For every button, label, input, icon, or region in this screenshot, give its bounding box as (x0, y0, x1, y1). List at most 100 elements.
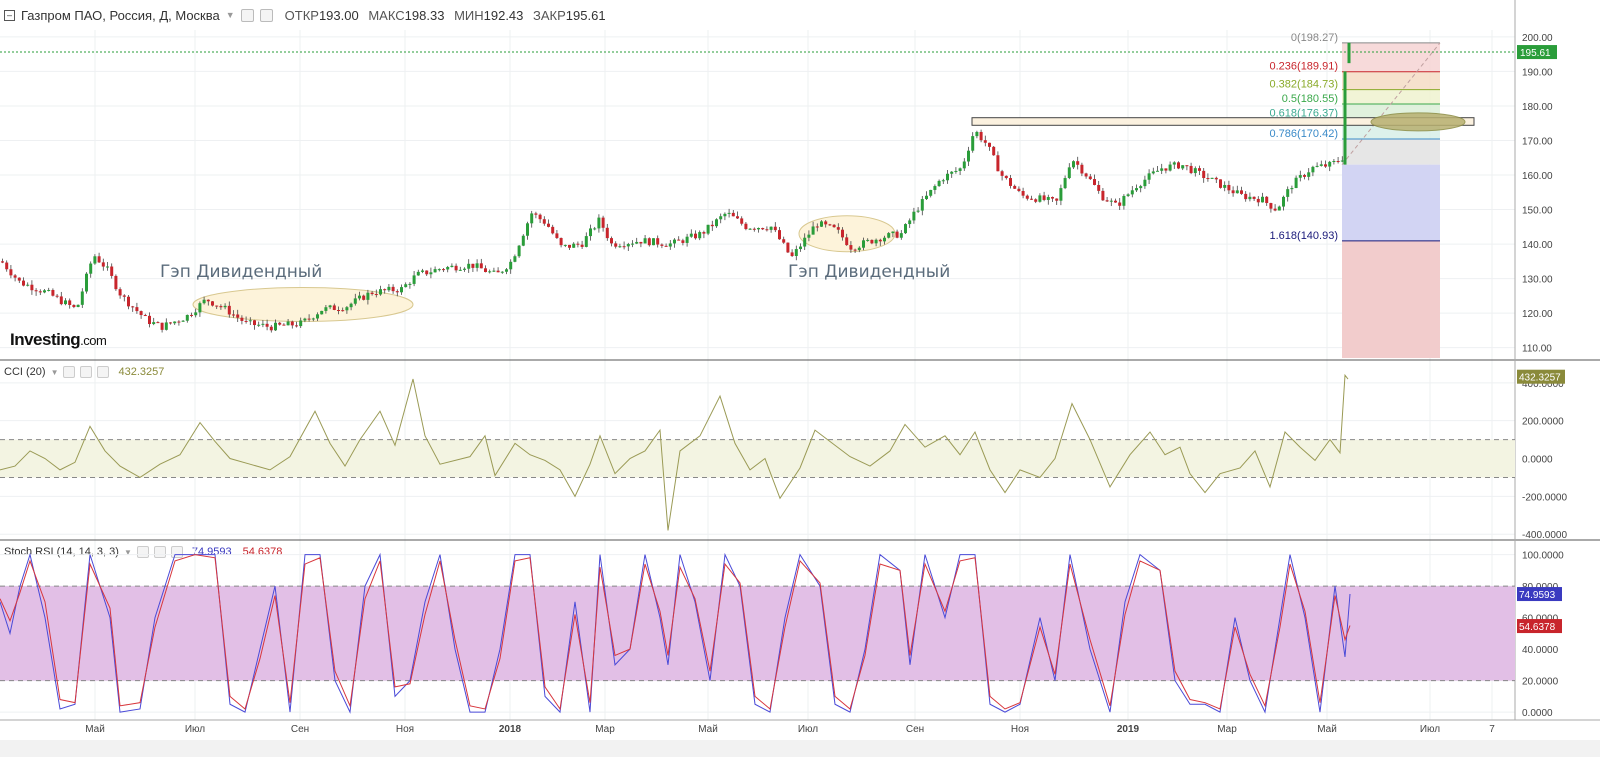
candle-body (458, 269, 462, 271)
candle-body (181, 320, 185, 322)
candle-body (143, 315, 147, 317)
candle-body (185, 314, 189, 321)
candle-body (647, 238, 651, 246)
open-label: ОТКР (284, 7, 319, 23)
candle-body (1013, 185, 1017, 189)
price-tick-label: 140.00 (1522, 240, 1553, 251)
candle-body (1273, 208, 1277, 211)
candle-body (34, 290, 38, 292)
candle-body (920, 199, 924, 211)
candle-body (534, 213, 538, 215)
candle-body (719, 216, 723, 220)
chevron-down-icon[interactable]: ▼ (123, 547, 132, 557)
candle-body (1080, 164, 1084, 174)
candle-body (156, 322, 160, 324)
candle-body (1198, 168, 1201, 171)
candle-body (551, 226, 555, 234)
stoch-tick-label: 20.0000 (1522, 677, 1559, 688)
candle-body (290, 321, 294, 326)
candle-body (744, 223, 748, 230)
last-price-label: 195.61 (1520, 48, 1551, 59)
candle-body (446, 266, 450, 270)
candle-body (664, 245, 668, 247)
candle-body (374, 294, 378, 296)
chart-header: – Газпром ПАО, Россия, Д, Москва ▼ ОТКР 1… (0, 0, 606, 30)
candle-body (723, 213, 727, 217)
candle-body (1303, 175, 1306, 177)
fib-trend-line (1341, 42, 1441, 165)
candle-body (1025, 195, 1029, 199)
candle-body (1051, 197, 1054, 199)
settings-icon[interactable] (240, 8, 254, 22)
candle-body (1219, 179, 1222, 188)
candle-body (345, 307, 349, 311)
candle-body (1156, 170, 1159, 172)
candle-body (1286, 189, 1290, 197)
candle-body (265, 323, 269, 327)
candle-body (1181, 165, 1185, 169)
candle-body (17, 277, 21, 281)
candle-body (694, 233, 697, 239)
candle-body (404, 284, 408, 288)
candle-body (786, 242, 790, 253)
candle-body (484, 268, 487, 273)
cci-tick-label: -200.0000 (1522, 492, 1567, 503)
candle-body (1088, 176, 1092, 180)
candle-body (706, 224, 710, 234)
candle-body (349, 303, 353, 308)
stoch-k-badge (1517, 587, 1562, 602)
candle-body (68, 300, 72, 305)
candle-body (677, 239, 681, 241)
chevron-down-icon[interactable]: ▼ (225, 10, 235, 20)
candle-body (1030, 198, 1033, 200)
candle-body (1240, 190, 1243, 194)
candle-body (51, 289, 55, 296)
candle-body (916, 210, 920, 212)
high-value: 198.33 (404, 7, 445, 23)
candle-body (80, 291, 84, 305)
candle-body (1248, 196, 1252, 200)
candle-body (152, 322, 156, 325)
stoch-d-line (0, 554, 1351, 711)
candle-body (1004, 175, 1008, 179)
candle-body (93, 256, 97, 264)
candle-body (912, 211, 916, 221)
candle-body (576, 243, 580, 245)
candle-body (492, 270, 496, 272)
last-price-badge (1517, 45, 1557, 60)
chevron-down-icon[interactable]: ▼ (50, 367, 59, 377)
candle-body (211, 301, 214, 306)
candle-body (286, 321, 290, 326)
candle-body (757, 228, 760, 230)
candle-body (895, 231, 899, 238)
time-tick-label: Мар (1217, 724, 1237, 735)
time-tick-label: Мар (595, 724, 615, 735)
candle-body (1059, 188, 1063, 201)
candle-body (870, 239, 874, 244)
candle-body (425, 270, 429, 275)
collapse-icon[interactable]: – (4, 9, 15, 21)
price-tick-label: 190.00 (1522, 67, 1553, 78)
candle-body (824, 221, 828, 225)
candle-body (904, 224, 907, 234)
candle-body (38, 291, 42, 293)
candle-body (584, 236, 588, 247)
close-icon[interactable] (97, 366, 110, 378)
close-icon[interactable] (259, 8, 273, 22)
settings-icon[interactable] (80, 366, 93, 378)
candle-body (941, 180, 945, 182)
visibility-icon[interactable] (63, 366, 76, 378)
candle-body (857, 247, 861, 251)
instrument-title[interactable]: Газпром ПАО, Россия, Д, Москва (21, 7, 220, 23)
candle-body (899, 233, 903, 238)
candle-body (1277, 206, 1281, 211)
time-tick-label: Май (1317, 724, 1337, 735)
price-tick-label: 200.00 (1522, 33, 1553, 44)
cci-tick-label: 400.0000 (1522, 379, 1564, 390)
candle-body (362, 295, 366, 300)
fib-level-label: 0.382(184.73) (1270, 79, 1339, 91)
cci-title[interactable]: CCI (20) (4, 366, 46, 378)
candle-body (72, 304, 76, 308)
candle-body (736, 216, 739, 219)
